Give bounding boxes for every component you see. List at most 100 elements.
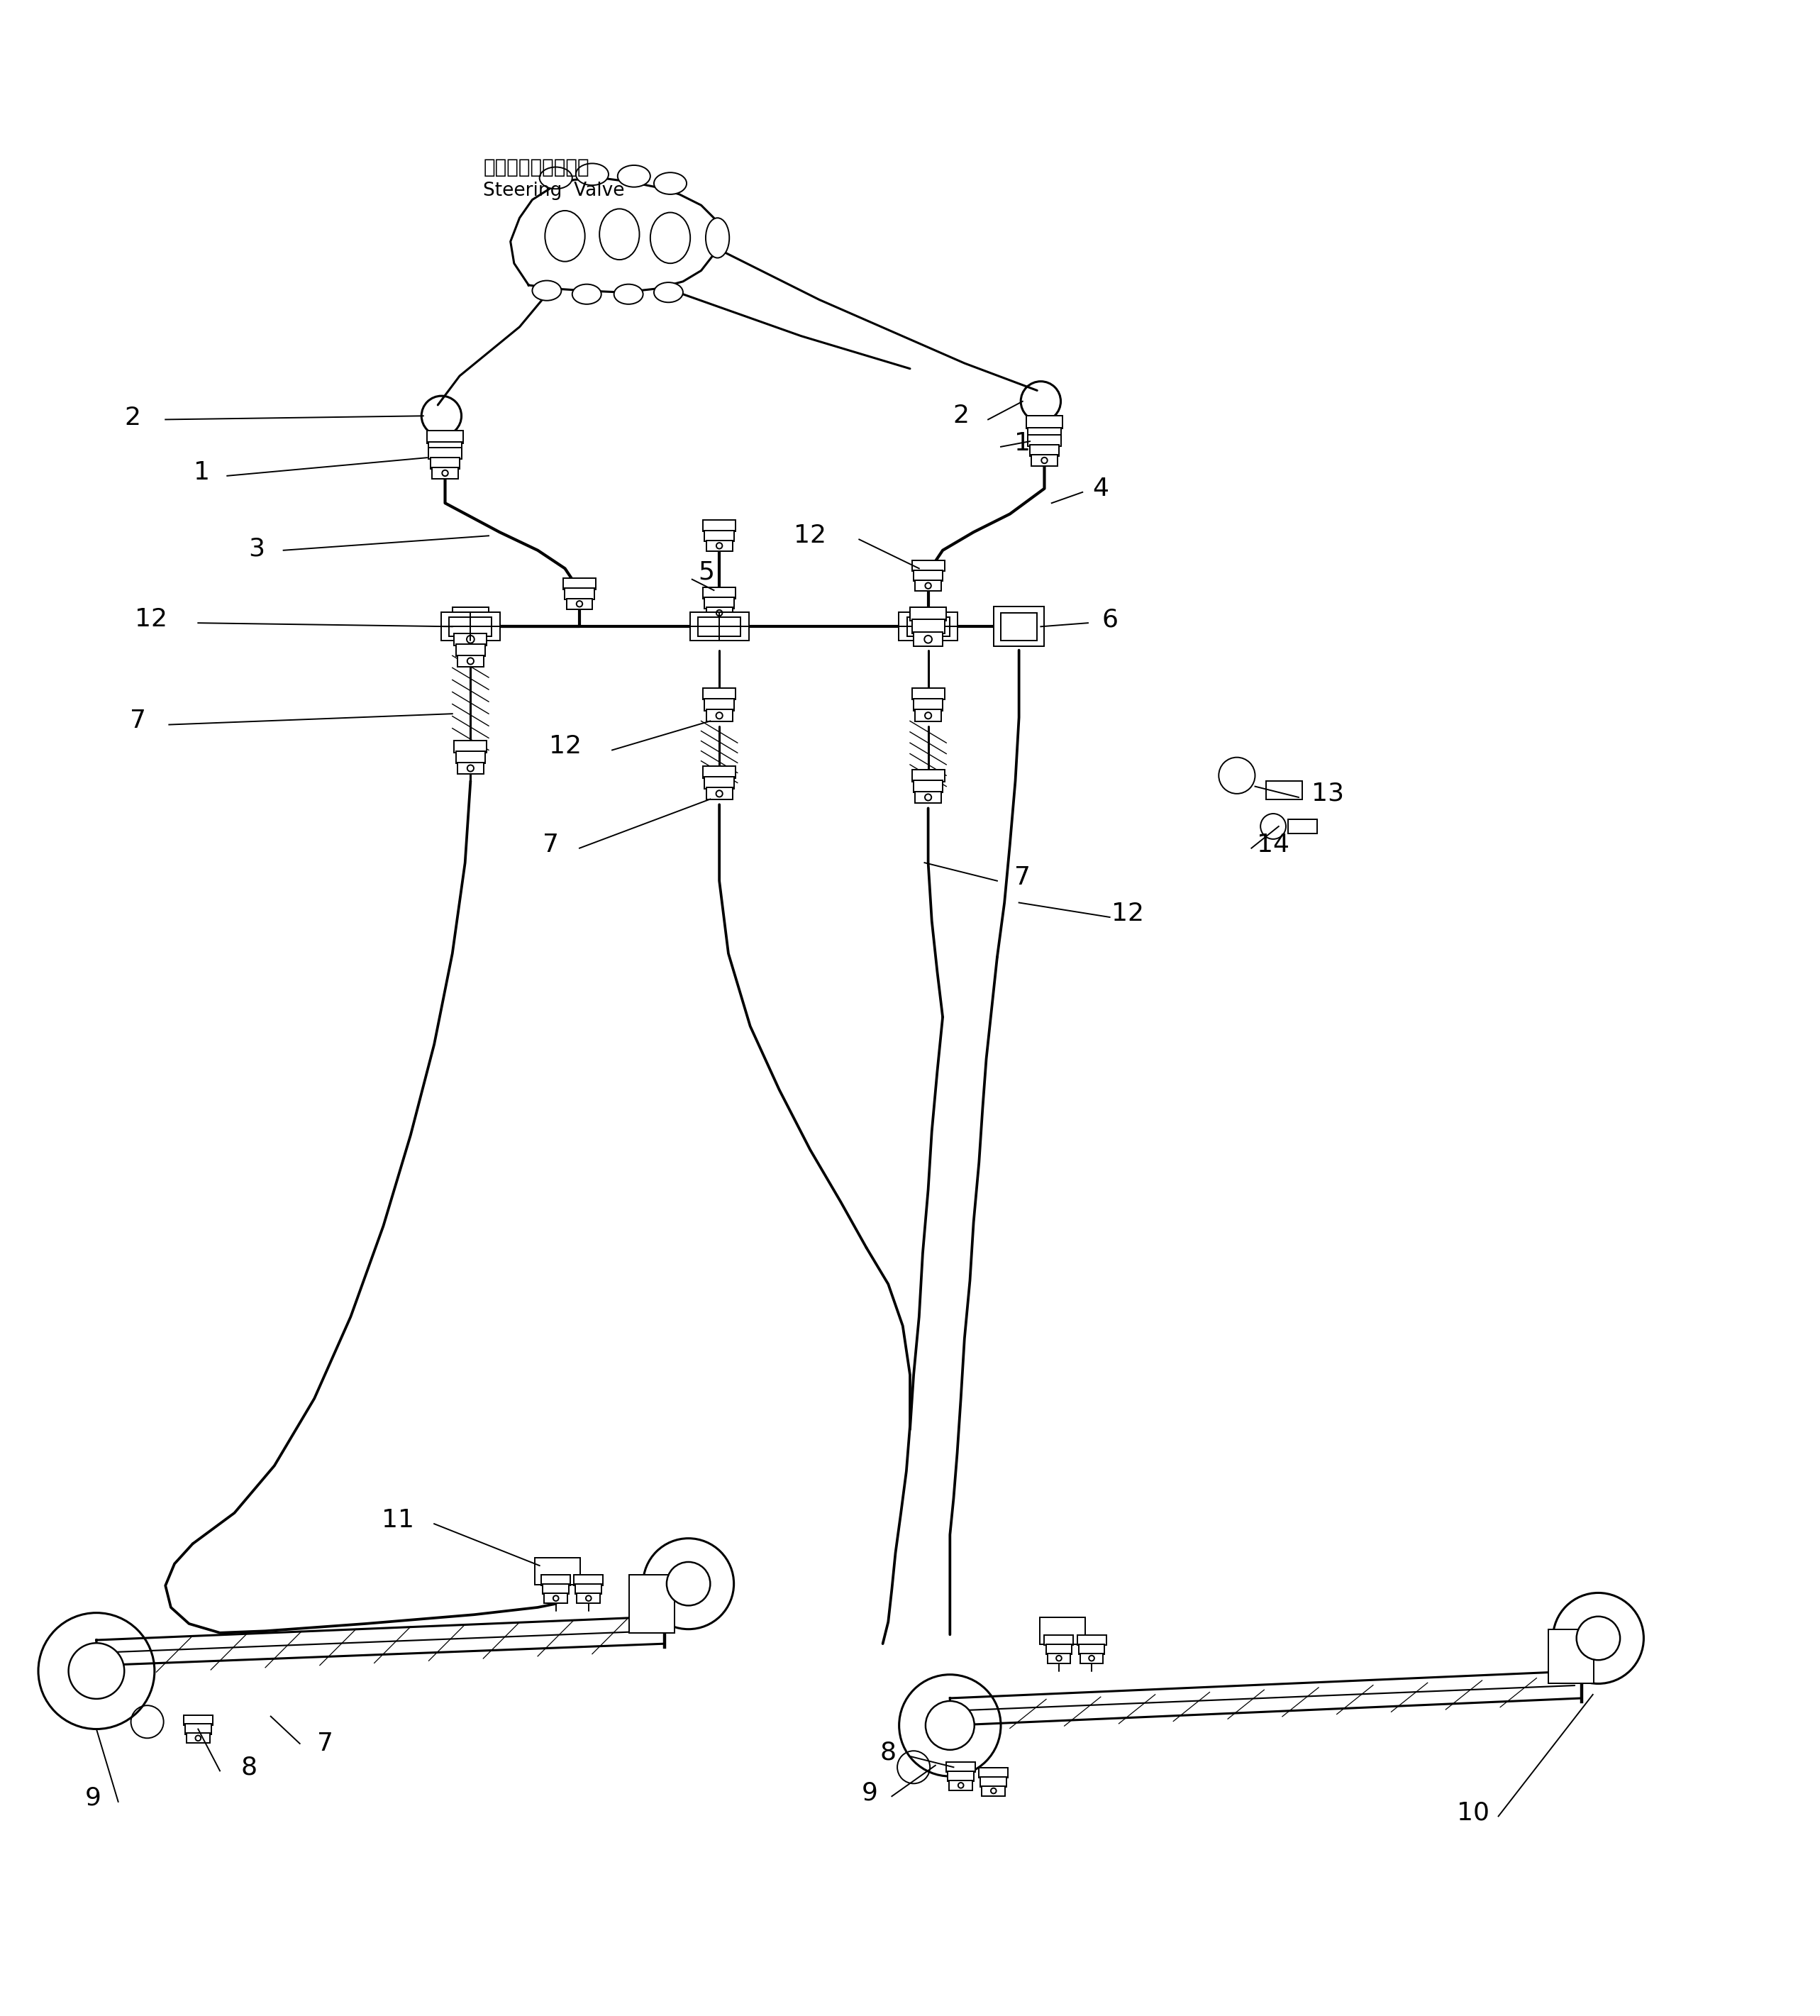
FancyBboxPatch shape xyxy=(455,740,488,752)
FancyBboxPatch shape xyxy=(699,617,741,635)
FancyBboxPatch shape xyxy=(899,613,957,641)
Text: 10: 10 xyxy=(1456,1800,1489,1824)
FancyBboxPatch shape xyxy=(704,597,733,609)
FancyBboxPatch shape xyxy=(1549,1629,1594,1683)
FancyBboxPatch shape xyxy=(1039,1617,1085,1645)
FancyBboxPatch shape xyxy=(457,655,484,667)
FancyBboxPatch shape xyxy=(703,587,735,599)
FancyBboxPatch shape xyxy=(431,454,460,468)
Text: 7: 7 xyxy=(542,833,559,857)
FancyBboxPatch shape xyxy=(706,710,732,722)
FancyBboxPatch shape xyxy=(430,448,462,458)
FancyBboxPatch shape xyxy=(1030,446,1059,456)
FancyBboxPatch shape xyxy=(706,540,732,550)
Text: 7: 7 xyxy=(317,1732,333,1756)
FancyBboxPatch shape xyxy=(1028,435,1061,446)
FancyBboxPatch shape xyxy=(431,468,459,478)
FancyBboxPatch shape xyxy=(915,792,941,802)
FancyBboxPatch shape xyxy=(577,1593,601,1603)
Polygon shape xyxy=(96,1617,664,1665)
Circle shape xyxy=(926,1702,974,1750)
FancyBboxPatch shape xyxy=(950,1780,972,1790)
FancyBboxPatch shape xyxy=(983,1786,1005,1796)
FancyBboxPatch shape xyxy=(542,1585,570,1595)
FancyBboxPatch shape xyxy=(915,710,941,722)
Ellipse shape xyxy=(653,173,686,194)
FancyBboxPatch shape xyxy=(1267,780,1303,798)
Text: ステアリングバルブ: ステアリングバルブ xyxy=(484,157,590,177)
Text: 12: 12 xyxy=(135,607,167,631)
Circle shape xyxy=(666,1562,710,1605)
FancyBboxPatch shape xyxy=(1079,1653,1103,1663)
FancyBboxPatch shape xyxy=(1032,456,1057,466)
Text: 12: 12 xyxy=(1112,901,1145,925)
Ellipse shape xyxy=(571,284,601,304)
Ellipse shape xyxy=(575,163,608,185)
FancyBboxPatch shape xyxy=(1046,1653,1070,1663)
Text: 12: 12 xyxy=(548,734,581,758)
FancyBboxPatch shape xyxy=(186,1724,211,1734)
FancyBboxPatch shape xyxy=(703,766,735,778)
FancyBboxPatch shape xyxy=(703,520,735,532)
FancyBboxPatch shape xyxy=(994,607,1045,647)
FancyBboxPatch shape xyxy=(912,619,945,633)
Text: 14: 14 xyxy=(1258,833,1290,857)
Text: 1: 1 xyxy=(1014,431,1030,456)
FancyBboxPatch shape xyxy=(566,599,593,609)
FancyBboxPatch shape xyxy=(914,700,943,712)
FancyBboxPatch shape xyxy=(564,589,593,599)
FancyBboxPatch shape xyxy=(450,617,491,635)
FancyBboxPatch shape xyxy=(1077,1635,1107,1645)
FancyBboxPatch shape xyxy=(630,1574,675,1633)
FancyBboxPatch shape xyxy=(910,607,946,621)
FancyBboxPatch shape xyxy=(184,1716,213,1726)
FancyBboxPatch shape xyxy=(690,613,748,641)
Circle shape xyxy=(1552,1593,1643,1683)
FancyBboxPatch shape xyxy=(453,607,490,621)
Text: 12: 12 xyxy=(794,524,826,548)
FancyBboxPatch shape xyxy=(575,1585,602,1595)
Text: 7: 7 xyxy=(129,710,146,734)
FancyBboxPatch shape xyxy=(1289,818,1318,835)
FancyBboxPatch shape xyxy=(455,619,488,633)
Circle shape xyxy=(1576,1617,1620,1659)
Circle shape xyxy=(69,1643,124,1699)
FancyBboxPatch shape xyxy=(544,1593,568,1603)
FancyBboxPatch shape xyxy=(906,617,950,635)
FancyBboxPatch shape xyxy=(912,687,945,700)
FancyBboxPatch shape xyxy=(946,1762,976,1772)
FancyBboxPatch shape xyxy=(706,788,732,800)
Ellipse shape xyxy=(653,282,682,302)
FancyBboxPatch shape xyxy=(1079,1645,1105,1655)
FancyBboxPatch shape xyxy=(430,442,462,456)
Ellipse shape xyxy=(539,167,571,190)
Text: 9: 9 xyxy=(863,1780,879,1804)
FancyBboxPatch shape xyxy=(457,633,486,647)
FancyBboxPatch shape xyxy=(914,633,943,647)
Ellipse shape xyxy=(706,218,730,258)
FancyBboxPatch shape xyxy=(455,633,488,645)
FancyBboxPatch shape xyxy=(704,700,733,712)
FancyBboxPatch shape xyxy=(541,1574,570,1585)
FancyBboxPatch shape xyxy=(430,458,460,468)
Circle shape xyxy=(642,1538,733,1629)
FancyBboxPatch shape xyxy=(455,752,486,764)
Text: 8: 8 xyxy=(881,1740,897,1764)
Text: 4: 4 xyxy=(1092,476,1108,500)
FancyBboxPatch shape xyxy=(914,571,943,581)
Text: Steering  Valve: Steering Valve xyxy=(484,181,624,200)
Text: 8: 8 xyxy=(240,1756,257,1780)
FancyBboxPatch shape xyxy=(562,579,595,589)
Text: 1: 1 xyxy=(193,460,209,484)
FancyBboxPatch shape xyxy=(440,613,501,641)
FancyBboxPatch shape xyxy=(981,1776,1006,1786)
FancyBboxPatch shape xyxy=(1028,427,1061,442)
FancyBboxPatch shape xyxy=(706,607,732,619)
Text: 2: 2 xyxy=(952,403,968,427)
Text: 13: 13 xyxy=(1312,782,1343,806)
FancyBboxPatch shape xyxy=(1045,1635,1074,1645)
FancyBboxPatch shape xyxy=(979,1768,1008,1778)
FancyBboxPatch shape xyxy=(703,687,735,700)
FancyBboxPatch shape xyxy=(914,780,943,792)
FancyBboxPatch shape xyxy=(948,1772,974,1782)
